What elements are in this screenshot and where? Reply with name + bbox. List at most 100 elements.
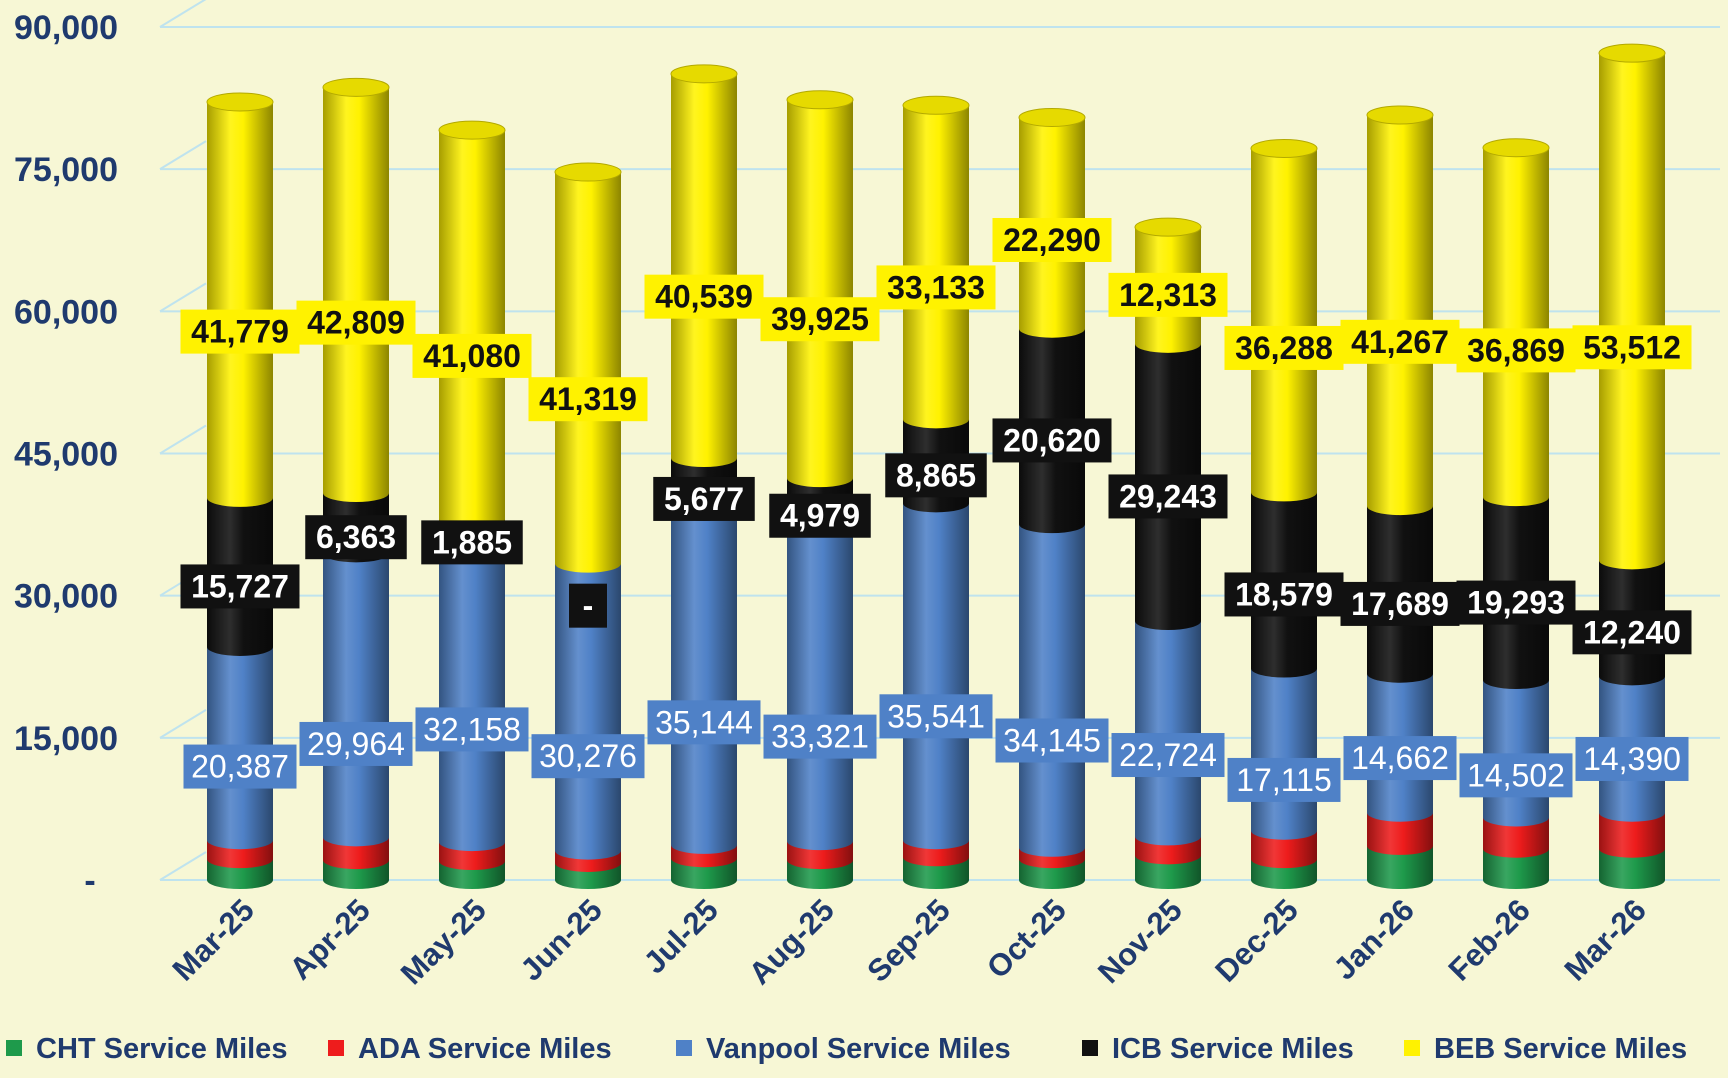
legend-label: Vanpool Service Miles — [706, 1033, 1011, 1065]
bar-segment — [1483, 679, 1549, 827]
data-label-bg — [1227, 757, 1341, 802]
data-label: 22,290 — [992, 217, 1112, 262]
data-label-bg — [1575, 736, 1689, 781]
data-label-bg — [569, 583, 607, 628]
data-label: 41,267 — [1340, 319, 1460, 364]
data-label: 5,677 — [653, 476, 755, 521]
data-label-bg — [412, 333, 532, 378]
y-tick-label: 60,000 — [14, 293, 118, 331]
data-label-text: 4,979 — [780, 498, 860, 534]
data-label: 33,133 — [876, 265, 996, 310]
data-label: - — [569, 583, 607, 628]
bar-cap — [322, 77, 390, 97]
data-label: 40,539 — [644, 274, 764, 319]
bar-segment — [439, 130, 505, 529]
bar-segment — [1251, 148, 1317, 502]
legend-swatch — [6, 1040, 22, 1056]
data-label-text: 40,539 — [655, 279, 753, 315]
data-label: 20,620 — [992, 418, 1112, 463]
data-label-text: 41,080 — [423, 338, 521, 374]
data-label-text: 20,620 — [1003, 422, 1101, 458]
data-label: 29,243 — [1108, 474, 1228, 519]
bar-cap — [438, 120, 506, 140]
gridline-diagonal — [159, 0, 207, 28]
data-label-bg — [1572, 325, 1692, 370]
bar-stack — [1018, 107, 1086, 889]
bar-segment — [1367, 114, 1433, 516]
bar-segment — [671, 511, 737, 854]
bar-stack — [786, 90, 854, 889]
data-label-bg — [769, 493, 871, 538]
x-tick-label: Jun-25 — [514, 892, 609, 987]
data-label-text: 36,869 — [1467, 332, 1565, 368]
gridline-diagonal — [159, 424, 207, 455]
data-label: 17,689 — [1340, 581, 1460, 626]
y-tick-label: 90,000 — [14, 9, 118, 47]
x-tick-label: Jan-26 — [1327, 892, 1421, 986]
data-label-text: 33,133 — [887, 269, 985, 305]
y-axis: - 15,000 30,000 45,000 60,000 75,000 90,000 — [14, 9, 118, 900]
data-label: 19,293 — [1456, 580, 1576, 625]
bar-cap — [1018, 107, 1086, 127]
data-label: 34,145 — [995, 718, 1109, 763]
data-label: 14,662 — [1343, 736, 1457, 781]
legend-label: CHT Service Miles — [36, 1033, 287, 1065]
legend-swatch — [676, 1040, 692, 1056]
gridline-diagonal — [159, 708, 207, 739]
data-label-text: 33,321 — [771, 719, 869, 755]
data-label-bg — [1108, 474, 1228, 519]
data-label-bg — [1343, 736, 1457, 781]
bar-cap — [786, 90, 854, 110]
bar-segment — [555, 172, 621, 573]
data-label-text: 29,964 — [307, 726, 405, 762]
bar-segment — [1483, 147, 1549, 507]
data-label-text: 20,387 — [191, 749, 289, 785]
data-label-text: 53,512 — [1583, 329, 1681, 365]
bar-segment — [555, 563, 621, 860]
data-label: 1,885 — [421, 520, 523, 565]
data-label: 6,363 — [305, 515, 407, 560]
x-tick-label: Mar-25 — [166, 892, 261, 987]
bar-cap — [1366, 105, 1434, 125]
data-label-bg — [180, 564, 300, 609]
data-label-text: 8,865 — [896, 457, 976, 493]
data-label: 29,964 — [299, 721, 413, 766]
data-label-bg — [876, 265, 996, 310]
data-label: 41,779 — [180, 309, 300, 354]
bar-segment — [903, 857, 969, 889]
bar-segment — [323, 553, 389, 847]
bar-cap — [1482, 138, 1550, 158]
y-tick-label: - — [84, 862, 95, 900]
x-tick-label: Nov-25 — [1091, 892, 1189, 990]
data-label-text: - — [583, 588, 594, 624]
bar-stack — [670, 64, 738, 889]
legend-label: ADA Service Miles — [358, 1033, 612, 1065]
data-label-text: 35,144 — [655, 704, 753, 740]
legend-label: BEB Service Miles — [1434, 1033, 1687, 1065]
data-label-bg — [1340, 319, 1460, 364]
data-label-bg — [879, 694, 993, 739]
x-tick-label: Feb-26 — [1442, 892, 1537, 987]
y-tick-label: 75,000 — [14, 151, 118, 189]
bar-segment — [439, 537, 505, 852]
data-label-bg — [1224, 572, 1344, 617]
data-label-bg — [531, 734, 645, 779]
x-tick-label: Jul-25 — [637, 892, 725, 980]
data-label: 14,502 — [1459, 753, 1573, 798]
data-label-text: 12,313 — [1119, 277, 1217, 313]
data-label-text: 18,579 — [1235, 576, 1333, 612]
data-label-bg — [1111, 733, 1225, 778]
data-label-text: 41,319 — [539, 381, 637, 417]
data-label-bg — [421, 520, 523, 565]
data-label: 30,276 — [531, 734, 645, 779]
data-label-text: 14,662 — [1351, 740, 1449, 776]
legend-swatch — [1404, 1040, 1420, 1056]
data-label-bg — [299, 721, 413, 766]
data-label: 17,115 — [1227, 757, 1341, 802]
data-label-text: 6,363 — [316, 519, 396, 555]
data-label-bg — [995, 718, 1109, 763]
data-label-text: 32,158 — [423, 711, 521, 747]
data-label: 8,865 — [885, 453, 987, 498]
data-label-bg — [885, 453, 987, 498]
bar-segment — [1367, 812, 1433, 855]
